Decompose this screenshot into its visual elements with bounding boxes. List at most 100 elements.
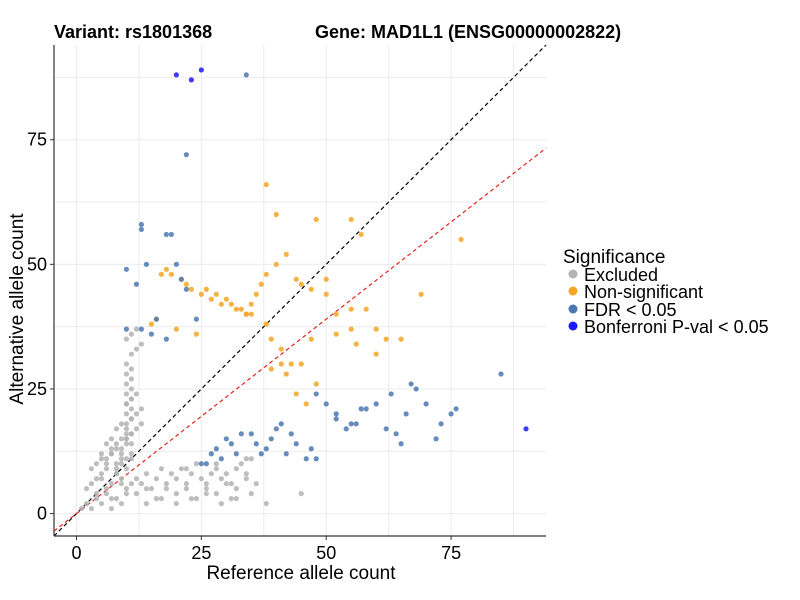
point-fdr-0-05 (183, 286, 189, 292)
point-excluded (128, 351, 135, 357)
point-excluded (133, 391, 140, 397)
point-non-significant (223, 296, 229, 302)
point-excluded (118, 446, 125, 452)
point-fdr-0-05 (193, 316, 199, 322)
point-fdr-0-05 (123, 266, 130, 272)
point-excluded (123, 411, 130, 417)
title-gene: Gene: MAD1L1 (ENSG00000002822) (315, 22, 621, 42)
point-excluded (138, 341, 145, 347)
point-non-significant (258, 281, 264, 287)
legend-swatch-fdr (568, 304, 578, 314)
point-excluded (138, 481, 145, 487)
point-excluded (128, 376, 135, 382)
point-excluded (158, 466, 164, 472)
point-fdr-0-05 (333, 416, 339, 422)
point-excluded (243, 471, 249, 477)
point-fdr-0-05 (248, 431, 254, 437)
point-fdr-0-05 (168, 231, 174, 238)
legend-title: Significance (563, 247, 665, 268)
point-non-significant (203, 286, 209, 292)
point-fdr-0-05 (233, 451, 239, 457)
point-excluded (83, 486, 90, 492)
point-fdr-0-05 (448, 411, 454, 417)
point-excluded (93, 461, 100, 467)
point-excluded (128, 456, 135, 462)
legend-label-fdr: FDR < 0.05 (584, 300, 677, 320)
point-fdr-0-05 (218, 456, 224, 462)
legend-swatch-bonferroni (568, 321, 578, 331)
point-excluded (98, 500, 105, 507)
point-fdr-0-05 (138, 326, 145, 332)
point-non-significant (373, 326, 379, 332)
point-excluded (263, 500, 269, 507)
point-excluded (83, 500, 90, 507)
point-non-significant (148, 321, 155, 327)
point-excluded (213, 461, 219, 467)
point-non-significant (333, 311, 339, 317)
point-excluded (93, 496, 100, 502)
point-non-significant (253, 291, 259, 297)
point-non-significant (308, 286, 314, 292)
reference-line-identity (53, 44, 547, 537)
point-excluded (253, 481, 259, 487)
point-fdr-0-05 (228, 441, 234, 447)
point-non-significant (398, 336, 404, 342)
point-excluded (128, 481, 135, 487)
point-fdr-0-05 (413, 386, 419, 392)
point-excluded (128, 441, 135, 447)
point-non-significant (348, 326, 354, 332)
point-excluded (183, 486, 189, 492)
point-non-significant (313, 381, 319, 387)
point-fdr-0-05 (333, 411, 339, 417)
point-non-significant (283, 371, 289, 377)
point-fdr-0-05 (408, 381, 414, 387)
x-tick-label: 75 (441, 543, 461, 563)
x-tick-label: 25 (191, 543, 211, 563)
point-excluded (123, 336, 130, 342)
point-fdr-0-05 (243, 72, 249, 78)
point-excluded (148, 486, 155, 492)
point-excluded (183, 481, 189, 487)
point-excluded (123, 401, 130, 407)
x-ticks: 0 25 50 75 (71, 536, 461, 563)
point-excluded (133, 411, 140, 417)
point-fdr-0-05 (283, 451, 289, 457)
point-excluded (113, 466, 120, 472)
point-excluded (133, 426, 140, 432)
point-excluded (118, 456, 125, 462)
point-excluded (103, 456, 110, 462)
point-fdr-0-05 (288, 431, 294, 437)
point-excluded (88, 481, 95, 487)
point-fdr-0-05 (403, 411, 409, 417)
point-fdr-0-05 (363, 406, 369, 412)
point-fdr-0-05 (278, 421, 284, 427)
point-fdr-0-05 (303, 456, 309, 462)
point-excluded (123, 456, 130, 462)
point-excluded (113, 446, 120, 452)
point-excluded (208, 471, 214, 477)
point-excluded (243, 456, 249, 462)
point-non-significant (263, 271, 269, 277)
point-non-significant (263, 181, 269, 188)
point-non-significant (383, 336, 389, 342)
point-excluded (138, 421, 145, 427)
point-excluded (143, 486, 150, 492)
point-excluded (128, 451, 135, 457)
point-non-significant (233, 306, 239, 312)
point-non-significant (173, 326, 179, 332)
point-fdr-0-05 (148, 331, 155, 337)
point-non-significant (288, 361, 294, 367)
point-fdr-0-05 (153, 316, 159, 322)
point-excluded (123, 391, 130, 397)
point-non-significant (333, 331, 339, 337)
point-excluded (123, 426, 130, 432)
point-non-significant (298, 361, 304, 367)
point-non-significant (458, 236, 464, 243)
point-excluded (128, 416, 135, 422)
point-excluded (128, 366, 135, 372)
point-excluded (228, 481, 234, 487)
point-excluded (98, 471, 105, 477)
point-excluded (138, 406, 145, 412)
point-fdr-0-05 (263, 446, 269, 452)
